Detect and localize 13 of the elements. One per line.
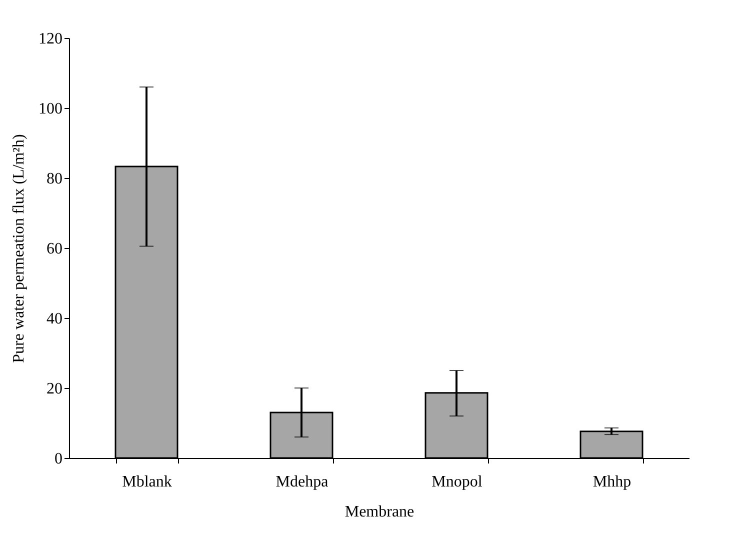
x-tick-label: Mdehpa [276, 474, 328, 490]
y-axis-title: Pure water permeation flux (L/m²h) [10, 134, 28, 363]
x-tick-label: Mblank [122, 474, 172, 490]
y-tick-label: 120 [38, 30, 62, 48]
x-tick-label: Mnopol [432, 474, 483, 490]
y-tick-label: 20 [46, 380, 62, 398]
y-tick-label: 100 [38, 100, 62, 118]
x-axis-title: Membrane [344, 504, 414, 520]
x-tick-label: Mhhp [592, 474, 632, 490]
y-tick-label: 0 [54, 450, 62, 468]
y-tick-label: 80 [46, 170, 62, 188]
y-tick-label: 60 [46, 240, 62, 258]
y-tick-label: 40 [46, 310, 62, 328]
